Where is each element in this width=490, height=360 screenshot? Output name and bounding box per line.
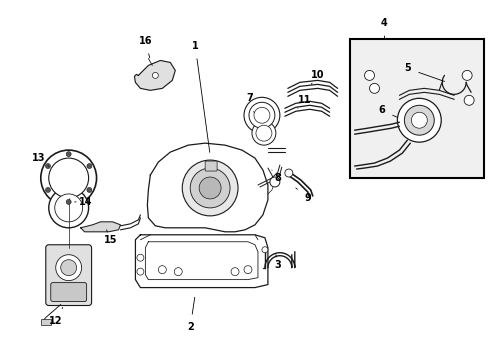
Text: 12: 12 (49, 307, 63, 327)
Text: 16: 16 (139, 36, 152, 58)
Text: 6: 6 (378, 105, 397, 117)
Circle shape (56, 255, 82, 280)
Circle shape (61, 260, 76, 276)
Text: 3: 3 (274, 255, 281, 270)
Circle shape (397, 98, 441, 142)
Text: 8: 8 (272, 170, 281, 183)
Text: 1: 1 (192, 41, 210, 152)
Circle shape (66, 152, 71, 157)
Circle shape (49, 158, 89, 198)
Circle shape (285, 169, 293, 177)
Circle shape (252, 121, 276, 145)
Text: 10: 10 (311, 71, 324, 84)
Circle shape (46, 163, 50, 168)
Circle shape (254, 107, 270, 123)
Circle shape (66, 199, 71, 204)
Circle shape (174, 268, 182, 276)
Circle shape (262, 247, 268, 253)
Circle shape (49, 188, 89, 228)
Circle shape (152, 72, 158, 78)
FancyBboxPatch shape (46, 245, 92, 306)
Bar (349, 39, 484, 178)
Text: 15: 15 (104, 230, 117, 245)
Circle shape (87, 163, 92, 168)
Circle shape (46, 188, 50, 193)
FancyBboxPatch shape (205, 161, 217, 171)
Circle shape (249, 102, 275, 128)
Circle shape (190, 168, 230, 208)
FancyBboxPatch shape (51, 283, 87, 302)
Circle shape (158, 266, 166, 274)
Text: 2: 2 (187, 297, 195, 332)
Text: 4: 4 (381, 18, 388, 39)
Circle shape (87, 188, 92, 193)
Circle shape (244, 266, 252, 274)
Bar (41, 319, 51, 325)
Circle shape (464, 95, 474, 105)
Circle shape (256, 125, 272, 141)
Circle shape (270, 177, 280, 187)
Circle shape (404, 105, 434, 135)
Circle shape (41, 150, 97, 206)
Polygon shape (134, 60, 175, 90)
Polygon shape (81, 222, 121, 232)
Circle shape (231, 268, 239, 276)
Text: 5: 5 (404, 63, 444, 81)
Polygon shape (135, 235, 268, 288)
Circle shape (182, 160, 238, 216)
Circle shape (137, 254, 144, 261)
Text: 13: 13 (32, 153, 49, 166)
Text: 7: 7 (246, 93, 254, 112)
Circle shape (369, 84, 379, 93)
Circle shape (244, 97, 280, 133)
Circle shape (365, 71, 374, 80)
Circle shape (137, 268, 144, 275)
Circle shape (55, 194, 83, 222)
Text: 14: 14 (74, 197, 93, 207)
Circle shape (412, 112, 427, 128)
Text: 11: 11 (298, 95, 312, 108)
Polygon shape (147, 143, 268, 232)
Circle shape (199, 177, 221, 199)
Circle shape (462, 71, 472, 80)
Text: 9: 9 (296, 188, 311, 203)
